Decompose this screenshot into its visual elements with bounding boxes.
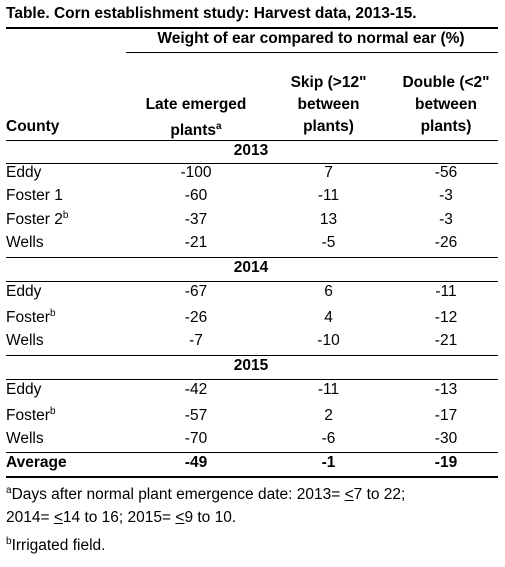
- footnote-b-mark: b: [6, 535, 12, 547]
- table-bottom-rule: [6, 476, 498, 478]
- table-row: Eddy -67 6 -11: [6, 283, 496, 305]
- skip-cell: 7: [324, 164, 333, 181]
- year-rule-2015: [6, 379, 498, 380]
- late-header-text: plants: [170, 122, 217, 140]
- column-header-skip: Skip (>12" between plants): [276, 72, 381, 138]
- double-cell: -30: [434, 430, 458, 447]
- section-rule: [6, 257, 498, 258]
- skip-cell: -5: [321, 234, 336, 251]
- skip-header-line1: Skip (>12": [290, 74, 367, 91]
- section-year-2015: 2015: [233, 357, 269, 374]
- double-header-line2: between: [414, 96, 477, 113]
- average-rule: [6, 452, 498, 453]
- double-cell: -13: [434, 381, 458, 398]
- super-header-rule: [126, 52, 498, 53]
- skip-cell: -10: [317, 332, 340, 349]
- table-title: Table. Corn establishment study: Harvest…: [6, 5, 417, 22]
- average-skip-cell: -1: [321, 454, 336, 471]
- section-year-2014: 2014: [233, 259, 269, 276]
- county-cell: Foster 1: [6, 187, 63, 204]
- double-cell: -56: [434, 164, 458, 181]
- table-row: Fosterb -26 4 -12: [6, 307, 496, 331]
- late-cell: -42: [184, 381, 208, 398]
- average-label: Average: [6, 454, 67, 471]
- skip-cell: 6: [324, 283, 333, 300]
- table-row: Foster 1 -60 -11 -3: [6, 187, 496, 209]
- skip-cell: 13: [319, 211, 338, 228]
- county-cell: Fosterb: [6, 307, 56, 326]
- county-cell: Foster 2b: [6, 209, 69, 228]
- late-cell: -21: [184, 234, 208, 251]
- footnote-b: bIrrigated field.: [6, 535, 106, 554]
- table-row: Wells -7 -10 -21: [6, 332, 496, 354]
- double-header-line1: Double (<2": [402, 74, 490, 91]
- double-cell: -17: [434, 407, 458, 424]
- section-rule: [6, 355, 498, 356]
- table-row: Eddy -100 7 -56: [6, 164, 496, 186]
- county-cell: Wells: [6, 430, 44, 447]
- double-cell: -3: [439, 187, 453, 204]
- county-cell: Eddy: [6, 381, 42, 398]
- skip-cell: 4: [324, 309, 333, 326]
- late-cell: -67: [184, 283, 208, 300]
- footnote-a: aDays after normal plant emergence date:…: [6, 484, 406, 526]
- late-cell: -70: [184, 430, 208, 447]
- double-cell: -21: [434, 332, 458, 349]
- county-cell: Wells: [6, 332, 44, 349]
- late-cell: -37: [184, 211, 208, 228]
- late-cell: -60: [184, 187, 208, 204]
- title-rule: [6, 27, 498, 29]
- late-cell: -100: [180, 164, 212, 181]
- skip-header-line2: between: [297, 96, 360, 113]
- average-double-cell: -19: [434, 454, 458, 471]
- section-year-2013: 2013: [233, 142, 269, 159]
- county-cell: Eddy: [6, 164, 42, 181]
- late-cell: -26: [184, 309, 208, 326]
- late-cell: -57: [184, 407, 208, 424]
- skip-cell: -11: [317, 381, 340, 398]
- late-header-line1: Late emerged: [145, 96, 247, 113]
- skip-header-line3: plants): [303, 118, 354, 135]
- column-header-double: Double (<2" between plants): [391, 72, 501, 138]
- double-cell: -26: [434, 234, 458, 251]
- table-row: Wells -70 -6 -30: [6, 430, 496, 452]
- column-header-county: County: [6, 116, 59, 138]
- skip-cell: -11: [317, 187, 340, 204]
- late-header-line2: plantsa: [126, 116, 266, 142]
- table-row: Wells -21 -5 -26: [6, 234, 496, 256]
- skip-cell: -6: [321, 430, 336, 447]
- column-header-late-emerged: Late emerged plantsa: [126, 94, 266, 142]
- late-cell: -7: [189, 332, 203, 349]
- table-row: Foster 2b -37 13 -3: [6, 209, 496, 233]
- county-cell: Fosterb: [6, 405, 56, 424]
- super-header: Weight of ear compared to normal ear (%): [157, 30, 465, 47]
- header-rule: [6, 140, 498, 141]
- average-row: Average -49 -1 -19: [6, 454, 496, 476]
- table-row: Eddy -42 -11 -13: [6, 381, 496, 403]
- year-rule-2014: [6, 281, 498, 282]
- year-rule-2013: [6, 163, 498, 164]
- county-cell: Eddy: [6, 283, 42, 300]
- county-header-label: County: [6, 118, 60, 135]
- table-row: Fosterb -57 2 -17: [6, 405, 496, 429]
- double-cell: -11: [435, 283, 457, 300]
- skip-cell: 2: [324, 407, 333, 424]
- footnote-a-mark: a: [6, 484, 12, 496]
- county-cell: Wells: [6, 234, 44, 251]
- double-cell: -12: [434, 309, 458, 326]
- double-header-line3: plants): [420, 118, 472, 135]
- average-late-cell: -49: [184, 454, 208, 471]
- double-cell: -3: [439, 211, 453, 228]
- late-header-footnote-mark: a: [216, 121, 222, 132]
